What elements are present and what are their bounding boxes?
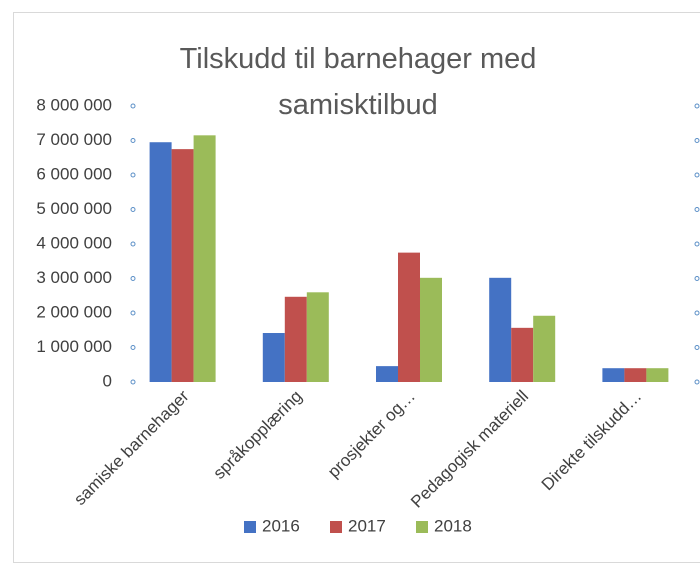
tick-marker — [694, 103, 700, 109]
y-tick-label: 1 000 000 — [36, 337, 112, 356]
bar — [306, 292, 329, 382]
y-tick-label: 2 000 000 — [36, 302, 112, 321]
tick-marker — [130, 310, 136, 316]
bar — [376, 366, 398, 382]
tick-marker — [694, 138, 700, 143]
x-tick-label: Direkte tilskudd… — [538, 387, 646, 495]
bar — [511, 327, 534, 382]
legend-label: 2016 — [262, 516, 300, 535]
bar — [533, 315, 556, 382]
bar — [193, 135, 216, 382]
tick-marker — [130, 172, 136, 178]
tick-marker — [130, 241, 136, 247]
y-tick-label: 5 000 000 — [36, 199, 112, 218]
tick-marker — [130, 379, 136, 385]
tick-marker — [694, 207, 700, 212]
x-tick-label: prosjekter og… — [324, 387, 419, 482]
tick-marker — [130, 345, 136, 350]
bar — [624, 368, 647, 382]
legend-label: 2018 — [434, 516, 472, 535]
bar — [489, 277, 512, 382]
x-tick-label: samiske barnehager — [70, 386, 193, 509]
legend-swatch — [244, 521, 256, 533]
tick-marker — [694, 241, 700, 247]
x-tick-label: språkopplæring — [210, 387, 306, 483]
bar — [171, 149, 194, 382]
y-tick-label: 0 — [103, 371, 112, 390]
tick-marker — [130, 138, 136, 143]
tick-marker — [694, 310, 700, 316]
bar — [602, 368, 625, 382]
bar — [262, 333, 285, 382]
x-tick-label: Pedagogisk materiell — [407, 387, 532, 512]
tick-marker — [130, 207, 136, 212]
y-tick-label: 4 000 000 — [36, 233, 112, 252]
tick-marker — [694, 379, 700, 385]
bar — [149, 142, 172, 382]
y-tick-label: 7 000 000 — [36, 130, 112, 149]
chart-border — [13, 12, 700, 563]
chart-title: Tilskudd til barnehager med samisktilbud — [179, 43, 537, 121]
legend-swatch — [330, 521, 342, 533]
y-tick-label: 8 000 000 — [36, 95, 112, 114]
legend-label: 2017 — [348, 516, 386, 535]
tick-marker — [694, 276, 700, 281]
y-tick-label: 6 000 000 — [36, 164, 112, 183]
bar — [398, 252, 420, 382]
bar — [646, 368, 669, 382]
bar — [420, 277, 442, 382]
tick-marker — [694, 172, 700, 178]
tick-marker — [694, 345, 700, 350]
tick-marker — [130, 103, 136, 109]
legend-swatch — [416, 521, 428, 533]
y-tick-label: 3 000 000 — [36, 268, 112, 287]
bar — [284, 296, 307, 382]
tick-marker — [130, 276, 136, 281]
